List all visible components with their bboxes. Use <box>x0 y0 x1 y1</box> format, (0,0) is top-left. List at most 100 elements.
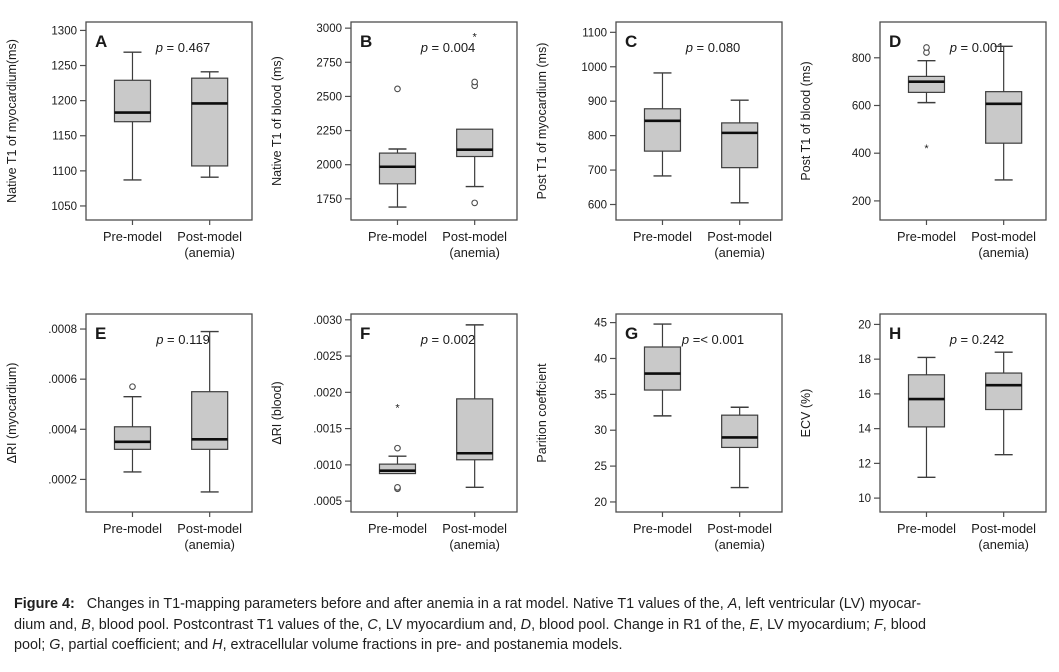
iqr-box <box>985 372 1023 411</box>
boxplot-c: 600 700 800 900 1000 1100 Post T1 of myocardiu… <box>535 21 783 260</box>
y-tick-label: 1300 <box>51 25 77 37</box>
box-plot-post <box>985 45 1023 181</box>
x-category-label-2: (anemia) <box>449 245 500 260</box>
y-tick-label: 400 <box>852 148 871 160</box>
box-plot-post <box>720 99 758 204</box>
x-category-label: Post-model <box>972 229 1037 244</box>
x-category-label: Pre-model <box>897 229 956 244</box>
x-category-label: Post-model <box>707 229 772 244</box>
y-axis-title: Native T1 of blood (ms) <box>270 56 284 186</box>
y-tick-label: 1100 <box>582 27 607 39</box>
outlier-star: * <box>925 143 930 155</box>
x-category-label: Post-model <box>442 229 507 244</box>
x-category-label: Post-model <box>177 229 242 244</box>
plot-frame <box>879 21 1047 221</box>
boxplot-a: 1050 1100 1150 1200 1250 1300 Native T1 of myo… <box>5 21 253 260</box>
y-tick-label: 20 <box>594 497 607 509</box>
y-tick-label: .0015 <box>313 424 342 436</box>
iqr-box <box>643 346 681 391</box>
box-plot-post <box>191 71 229 178</box>
y-tick-label: 10 <box>858 493 871 505</box>
x-category-label-2: (anemia) <box>979 537 1030 552</box>
y-axis-title: ΔRI (myocardium) <box>5 363 19 464</box>
y-tick-label: 1200 <box>51 96 77 108</box>
panel-letter: H <box>889 324 901 343</box>
panels-grid: 1050 1100 1150 1200 1250 1300 Native T1 of myo… <box>5 0 1059 584</box>
y-tick-label: 800 <box>852 53 871 65</box>
x-category-label-2: (anemia) <box>184 537 235 552</box>
y-axis-title: Post T1 of blood (ms) <box>799 61 813 180</box>
x-category-label: Post-model <box>442 521 507 536</box>
box-plot-pre <box>113 51 152 181</box>
plot-frame <box>350 313 518 513</box>
x-category-label: Pre-model <box>103 521 162 536</box>
iqr-box <box>455 398 494 461</box>
y-tick-label: 30 <box>594 425 607 437</box>
x-category-label: Post-model <box>707 521 772 536</box>
boxplot-d: 200 400 600 800 Post T1 of blood (ms) D p = 0.… <box>799 21 1047 260</box>
y-tick-label: .0020 <box>313 387 342 399</box>
y-tick-label: 20 <box>858 319 871 331</box>
iqr-box <box>643 108 681 152</box>
boxplot-f: .0005 .0010 .0015 .0020 .0025 .0030 ΔRI (blood… <box>270 313 518 552</box>
plot-frame <box>614 21 783 221</box>
x-category-label: Pre-model <box>103 229 162 244</box>
boxplot-e: .0002 .0004 .0006 .0008 ΔRI (myocardium) E p =… <box>5 313 253 552</box>
box-plot-pre: * <box>378 403 416 493</box>
box-plot-pre <box>908 356 946 478</box>
y-tick-label: 800 <box>587 131 606 143</box>
y-tick-label: .0005 <box>313 496 342 508</box>
panel-letter: B <box>360 32 372 51</box>
box-plot-post: * <box>455 31 494 207</box>
boxplot-g: 20 25 30 35 40 45 Parition coeffcient G p =< 0.0… <box>535 313 783 552</box>
iqr-box <box>985 91 1023 144</box>
y-tick-label: 2250 <box>316 126 342 138</box>
box-plot-pre <box>643 72 681 177</box>
x-category-label: Post-model <box>177 521 242 536</box>
y-tick-label: .0030 <box>313 315 342 327</box>
plot-frame <box>879 313 1047 513</box>
box-plot-pre <box>113 383 152 473</box>
iqr-box <box>191 77 229 167</box>
x-category-label-2: (anemia) <box>714 245 765 260</box>
box-plot-pre: * <box>908 44 946 155</box>
x-category-label: Pre-model <box>368 229 427 244</box>
x-category-label-2: (anemia) <box>449 537 500 552</box>
iqr-box <box>113 426 152 450</box>
y-tick-label: 35 <box>594 389 607 401</box>
p-value-label: p = 0.119 <box>155 332 210 347</box>
box-plot-pre <box>378 85 416 208</box>
iqr-box <box>378 152 416 185</box>
y-tick-label: 1250 <box>51 61 77 73</box>
y-tick-label: 600 <box>852 100 871 112</box>
y-tick-label: 900 <box>587 96 606 108</box>
p-value-label: p = 0.242 <box>949 332 1005 347</box>
x-category-label: Pre-model <box>368 521 427 536</box>
y-tick-label: .0002 <box>48 474 77 486</box>
y-tick-label: .0006 <box>48 374 77 386</box>
y-axis-title: Native T1 of myocardium(ms) <box>5 39 19 203</box>
p-value-label: p =< 0.001 <box>680 332 743 347</box>
y-tick-label: 2000 <box>316 160 342 172</box>
caption-line: pool; G, partial coefficient; and H, ext… <box>14 637 623 654</box>
x-category-label-2: (anemia) <box>184 245 235 260</box>
outlier-circle <box>471 199 478 207</box>
plot-frame <box>85 21 253 221</box>
y-tick-label: 1050 <box>51 201 77 213</box>
y-axis-title: ΔRI (blood) <box>270 381 284 444</box>
plot-frame <box>85 313 253 513</box>
boxplot-b: 1750 2000 2250 2500 2750 3000 Native T1 of blo… <box>270 21 518 260</box>
p-value-label: p = 0.001 <box>949 40 1005 55</box>
y-tick-label: 1150 <box>52 131 77 143</box>
panel-b: 1750 2000 2250 2500 2750 3000 Native T1 of blo… <box>265 0 530 292</box>
x-category-label: Pre-model <box>632 521 691 536</box>
y-tick-label: 200 <box>852 196 871 208</box>
iqr-box <box>113 79 152 123</box>
y-tick-label: .0025 <box>313 351 342 363</box>
outlier-star: * <box>395 403 400 415</box>
panel-c: 600 700 800 900 1000 1100 Post T1 of myocardiu… <box>530 0 795 292</box>
boxplot-h: 10 12 14 16 18 20 ECV (%) H p = 0.242 Pre-model Po… <box>799 313 1047 552</box>
panel-letter: D <box>889 32 901 51</box>
panel-letter: E <box>95 324 106 343</box>
